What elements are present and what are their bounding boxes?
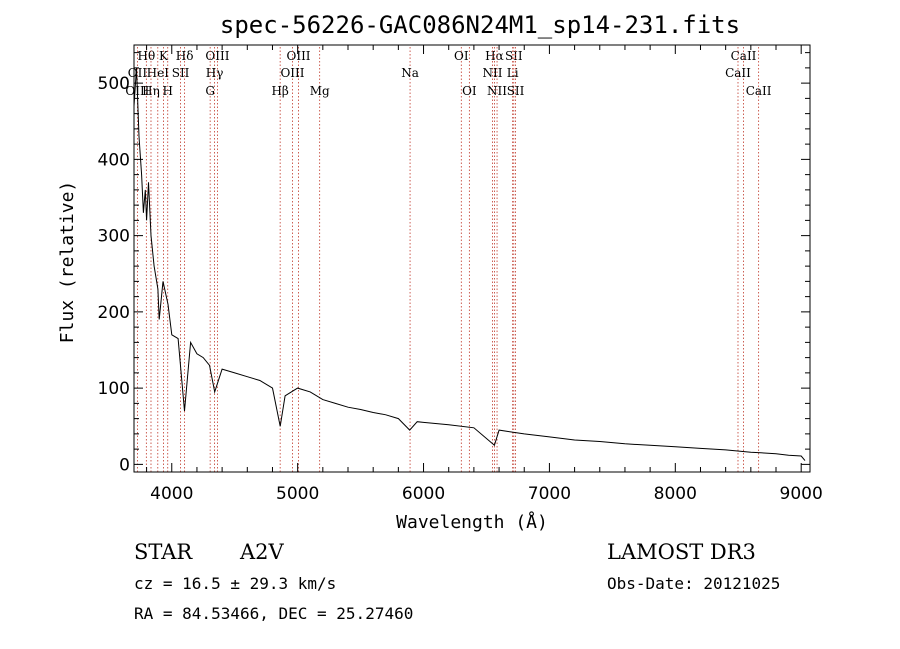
line-marker-label: NII (487, 84, 507, 98)
object-subclass: A2V (240, 540, 284, 564)
line-marker-label: OII (128, 66, 148, 80)
line-marker-label: OI (462, 84, 477, 98)
y-axis-label: Flux (relative) (57, 181, 78, 344)
line-marker-label: SII (172, 66, 190, 80)
survey-name: LAMOST DR3 (607, 540, 756, 564)
x-axis: 4000 5000 6000 7000 8000 9000 (146, 45, 823, 504)
line-marker-label: OI (454, 49, 469, 63)
object-class: STAR (134, 540, 193, 564)
line-marker-label: Hβ (271, 84, 288, 98)
redshift-value: cz = 16.5 ± 29.3 km/s (134, 574, 337, 593)
y-tick-label: 400 (98, 150, 130, 170)
line-marker-label: SII (505, 49, 523, 63)
line-marker-label: Hη (142, 84, 160, 98)
observation-date: Obs-Date: 20121025 (607, 574, 781, 593)
y-tick-label: 500 (98, 74, 130, 94)
line-marker-label: CaII (746, 84, 772, 98)
line-marker-label: Hα (485, 49, 504, 63)
line-marker-label: CaII (731, 49, 757, 63)
spectrum-line (133, 67, 806, 461)
x-tick-label: 5000 (276, 484, 319, 504)
line-marker-label: Hδ (176, 49, 194, 63)
y-tick-label: 300 (98, 227, 130, 247)
line-marker-label: HeI (147, 66, 170, 80)
y-tick-label: 100 (98, 379, 130, 399)
y-axis: 0 100 200 300 400 500 (98, 52, 810, 475)
line-marker-label: NII (483, 66, 503, 80)
line-marker-label: H (163, 84, 173, 98)
y-tick-label: 0 (119, 455, 130, 475)
line-marker-label: OIII (280, 66, 304, 80)
y-tick-label: 200 (98, 303, 130, 323)
x-tick-label: 4000 (150, 484, 193, 504)
x-tick-label: 6000 (402, 484, 445, 504)
plot-frame (133, 44, 811, 473)
x-tick-label: 9000 (780, 484, 823, 504)
chart-title: spec-56226-GAC086N24M1_sp14-231.fits (220, 11, 740, 39)
coordinates: RA = 84.53466, DEC = 25.27460 (134, 604, 414, 623)
x-axis-label: Wavelength (Å) (396, 511, 548, 533)
line-marker-label: Hγ (206, 66, 224, 80)
line-marker-label: Na (401, 66, 419, 80)
line-marker-label: Hθ (137, 49, 155, 63)
line-marker-label: K (159, 49, 169, 63)
line-marker-label: OIII (286, 49, 310, 63)
line-marker-label: Li (507, 66, 519, 80)
line-marker-label: SII (507, 84, 525, 98)
x-tick-label: 8000 (654, 484, 697, 504)
x-tick-label: 7000 (528, 484, 571, 504)
line-marker-label: G (205, 84, 215, 98)
line-marker-label: CaII (725, 66, 751, 80)
line-marker-label: OIII (205, 49, 229, 63)
line-marker-label: Mg (310, 84, 330, 98)
